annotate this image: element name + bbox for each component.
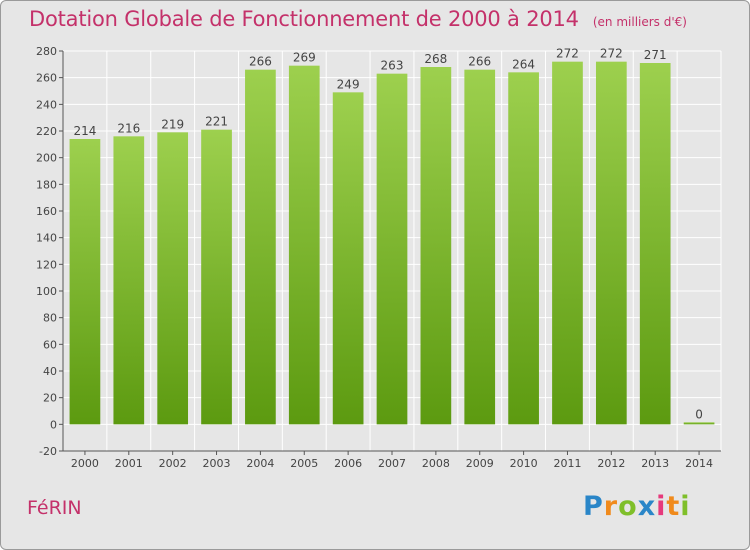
y-tick-label: 200	[36, 152, 57, 165]
bar-2008	[420, 67, 452, 425]
data-label-2006: 249	[337, 77, 360, 91]
bar-2004	[245, 69, 276, 425]
x-tick-label-2013: 2013	[641, 457, 669, 470]
y-tick-label: 220	[36, 125, 57, 138]
bar-2014	[683, 422, 715, 425]
data-label-2007: 263	[381, 59, 404, 73]
data-label-2001: 216	[117, 121, 140, 135]
bar-2011	[552, 61, 583, 425]
x-tick-label-2007: 2007	[378, 457, 406, 470]
x-tick-label-2011: 2011	[553, 457, 581, 470]
data-label-2010: 264	[512, 57, 535, 71]
logo-letter: i	[656, 491, 667, 522]
data-labels: 214 216 219 221 266 269 249 263 268 266 264 272 272 2…	[73, 47, 702, 422]
chart-title: Dotation Globale de Fonctionnement de 20…	[29, 7, 687, 31]
data-label-2011: 272	[556, 47, 579, 61]
x-tick-label-2000: 2000	[71, 457, 99, 470]
y-tick-label: 160	[36, 205, 57, 218]
bar-2012	[595, 61, 627, 425]
data-label-2013: 271	[644, 48, 667, 62]
chart-title-text: Dotation Globale de Fonctionnement de 20…	[29, 7, 579, 31]
y-tick-label: 260	[36, 72, 57, 85]
bar-2001	[113, 136, 145, 425]
proxiti-logo: Proxiti	[583, 491, 691, 522]
x-tick-label-2004: 2004	[246, 457, 274, 470]
bar-2000	[69, 139, 101, 425]
x-tick-label-2002: 2002	[159, 457, 187, 470]
bar-2010	[508, 72, 539, 425]
x-tick-label-2006: 2006	[334, 457, 362, 470]
data-label-2000: 214	[73, 124, 96, 138]
data-label-2004: 266	[249, 55, 272, 69]
x-tick-label-2009: 2009	[466, 457, 494, 470]
logo-letter: P	[583, 491, 604, 522]
y-tick-label: -20	[39, 445, 57, 458]
chart-unit-note: (en milliers d'€)	[592, 15, 687, 29]
y-tick-label: 120	[36, 258, 57, 271]
bar-2002	[157, 132, 189, 425]
y-tick-label: 0	[50, 418, 57, 431]
logo-letter: t	[666, 491, 681, 522]
y-tick-label: 140	[36, 232, 57, 245]
axes: -20 0 20 40 60 80 100 120 140 160 180 200 220 240 260 2…	[36, 45, 721, 470]
logo-letter: i	[680, 491, 691, 522]
y-tick-label: 20	[43, 392, 57, 405]
y-tick-label: 40	[43, 365, 57, 378]
y-tick-label: 60	[43, 338, 57, 351]
bar-2005	[288, 65, 320, 425]
data-label-2009: 266	[468, 55, 491, 69]
bar-2007	[376, 73, 408, 425]
x-tick-label-2012: 2012	[597, 457, 625, 470]
x-tick-label-2008: 2008	[422, 457, 450, 470]
data-label-2005: 269	[293, 51, 316, 65]
logo-letter: o	[618, 491, 638, 522]
x-tick-label-2014: 2014	[685, 457, 713, 470]
bar-2009	[464, 69, 496, 425]
y-tick-label: 100	[36, 285, 57, 298]
y-tick-label: 180	[36, 178, 57, 191]
data-label-2003: 221	[205, 115, 228, 129]
x-tick-label-2003: 2003	[203, 457, 231, 470]
data-label-2014: 0	[695, 407, 703, 421]
y-tick-label: 240	[36, 98, 57, 111]
logo-letter: r	[603, 491, 619, 522]
bar-2006	[332, 92, 364, 425]
data-label-2008: 268	[424, 52, 447, 66]
data-label-2002: 219	[161, 117, 184, 131]
y-tick-label: 280	[36, 45, 57, 58]
y-tick-label: 80	[43, 312, 57, 325]
commune-name: FéRIN	[27, 497, 82, 519]
x-tick-label-2010: 2010	[510, 457, 538, 470]
bar-2013	[639, 63, 671, 425]
x-tick-label-2005: 2005	[290, 457, 318, 470]
bars	[69, 61, 715, 425]
logo-letter: x	[637, 491, 657, 522]
bar-2003	[201, 129, 232, 425]
x-tick-label-2001: 2001	[115, 457, 143, 470]
data-label-2012: 272	[600, 47, 623, 61]
